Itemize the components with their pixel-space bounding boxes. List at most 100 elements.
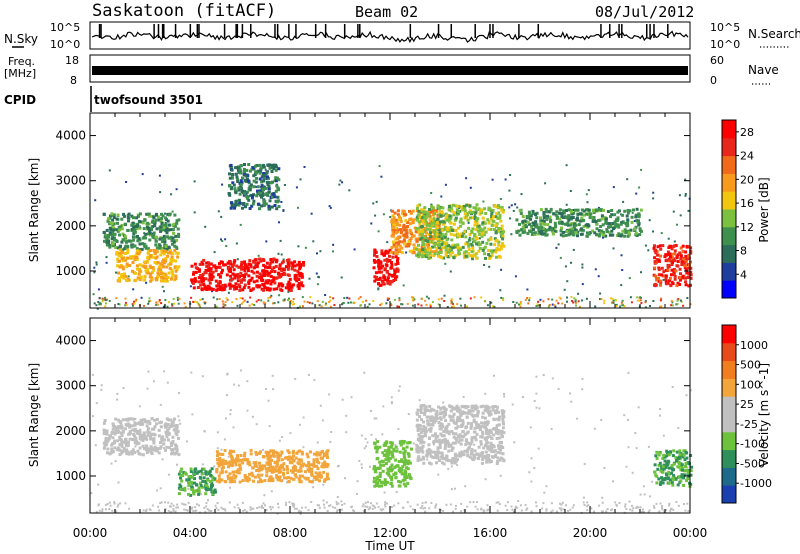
heatmap-cell	[125, 279, 128, 282]
heatmap-cell	[395, 241, 398, 245]
heatmap-cell	[420, 304, 423, 307]
heatmap-cell	[576, 212, 580, 216]
heatmap-cell	[480, 232, 484, 236]
heatmap-cell	[324, 303, 327, 306]
heatmap-cell	[612, 227, 615, 230]
heatmap-cell	[470, 457, 474, 461]
heatmap-cell	[416, 445, 420, 449]
heatmap-cell	[378, 471, 382, 475]
heatmap-cell	[389, 475, 393, 479]
heatmap-cell	[390, 261, 393, 264]
heatmap-cell	[429, 462, 433, 466]
heatmap-cell	[255, 469, 259, 472]
heatmap-cell	[158, 446, 162, 450]
heatmap-cell	[493, 449, 497, 453]
heatmap-cell	[587, 232, 591, 236]
heatmap-cell	[613, 220, 617, 224]
heatmap-cell	[118, 453, 122, 456]
heatmap-cell	[299, 480, 303, 484]
heatmap-cell	[634, 432, 637, 435]
heatmap-cell	[250, 471, 254, 475]
heatmap-cell	[436, 446, 440, 450]
heatmap-cell	[322, 452, 326, 456]
heatmap-cell	[468, 204, 472, 208]
heatmap-cell	[226, 372, 229, 375]
heatmap-cell	[380, 270, 383, 274]
heatmap-cell	[114, 417, 118, 421]
heatmap-cell	[681, 249, 685, 253]
heatmap-cell	[207, 261, 211, 265]
heatmap-cell	[385, 441, 389, 445]
heatmap-cell	[465, 213, 469, 217]
heatmap-cell	[651, 480, 654, 483]
heatmap-cell	[267, 459, 271, 463]
heatmap-cell	[581, 299, 584, 302]
heatmap-cell	[264, 281, 268, 285]
heatmap-cell	[150, 433, 154, 437]
heatmap-cell	[139, 275, 143, 279]
heatmap-cell	[392, 473, 396, 476]
heatmap-cell	[294, 377, 297, 380]
heatmap-cell	[243, 454, 246, 458]
heatmap-cell	[159, 425, 163, 429]
heatmap-cell	[610, 229, 614, 233]
heatmap-cell	[233, 459, 236, 463]
heatmap-cell	[542, 216, 546, 220]
heatmap-cell	[255, 423, 258, 426]
heatmap-cell	[154, 218, 158, 222]
heatmap-cell	[501, 452, 505, 456]
heatmap-cell	[231, 181, 235, 185]
heatmap-cell	[160, 438, 164, 442]
heatmap-cell	[277, 275, 281, 279]
heatmap-cell	[679, 246, 683, 250]
heatmap-cell	[173, 248, 177, 252]
heatmap-cell	[214, 279, 218, 283]
heatmap-cell	[447, 422, 451, 426]
heatmap-cell	[427, 214, 431, 218]
heatmap-cell	[211, 290, 214, 293]
freq-label-line2: [MHz]	[4, 67, 36, 80]
heatmap-cell	[395, 252, 399, 255]
colorbar-tick-label: 24	[740, 150, 754, 163]
heatmap-cell	[413, 298, 416, 301]
heatmap-cell	[550, 427, 553, 430]
heatmap-cell	[240, 278, 244, 282]
heatmap-cell	[657, 258, 661, 262]
heatmap-cell	[300, 275, 304, 279]
heatmap-cell	[267, 181, 271, 184]
heatmap-cell	[138, 220, 142, 224]
heatmap-cell	[359, 304, 362, 307]
heatmap-cell	[612, 299, 615, 302]
heatmap-cell	[124, 301, 127, 304]
heatmap-cell	[270, 459, 274, 462]
heatmap-cell	[97, 483, 100, 486]
heatmap-cell	[93, 271, 96, 274]
heatmap-cell	[433, 252, 437, 256]
heatmap-cell	[681, 276, 684, 280]
heatmap-cell	[629, 296, 632, 299]
heatmap-cell	[460, 232, 464, 236]
heatmap-cell	[422, 404, 426, 407]
heatmap-cell	[455, 208, 459, 212]
heatmap-cell	[229, 166, 233, 169]
heatmap-cell	[169, 235, 173, 239]
heatmap-cell	[576, 230, 580, 234]
heatmap-cell	[134, 254, 138, 258]
heatmap-cell	[251, 303, 254, 306]
heatmap-cell	[302, 261, 305, 264]
heatmap-cell	[218, 298, 221, 300]
heatmap-cell	[148, 233, 152, 237]
heatmap-cell	[298, 423, 301, 426]
heatmap-cell	[459, 412, 463, 416]
heatmap-cell	[528, 299, 531, 302]
heatmap-cell	[237, 459, 241, 463]
heatmap-cell	[277, 205, 281, 208]
heatmap-cell	[372, 202, 375, 205]
heatmap-cell	[431, 434, 435, 438]
heatmap-cell	[259, 259, 263, 263]
heatmap-cell	[500, 228, 504, 231]
heatmap-cell	[433, 242, 437, 246]
heatmap-cell	[458, 416, 462, 420]
heatmap-cell	[214, 269, 218, 273]
heatmap-cell	[194, 489, 198, 493]
